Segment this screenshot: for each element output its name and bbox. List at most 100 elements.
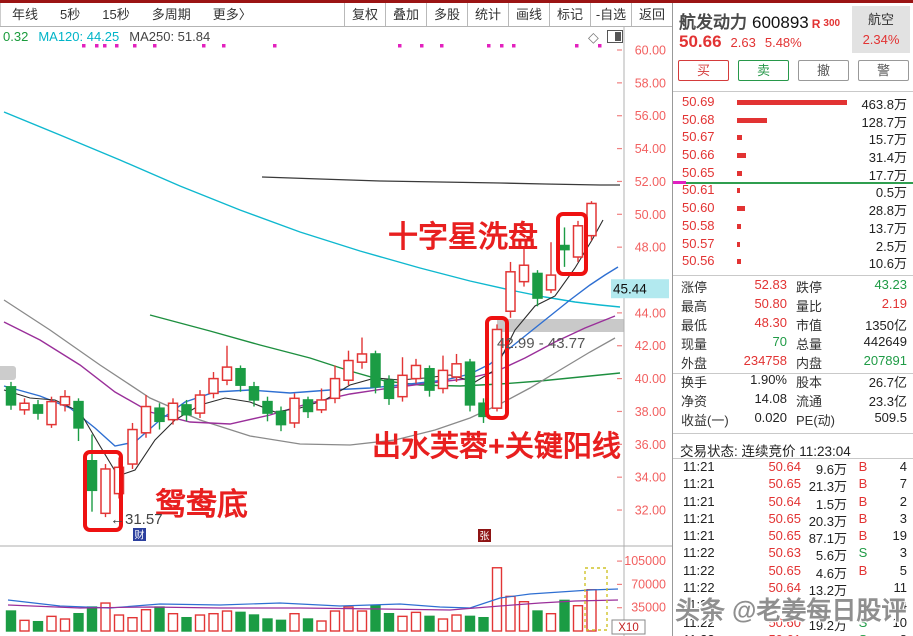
- order-book-row[interactable]: 50.69 463.8万: [673, 93, 913, 112]
- tick-row: 11:22 50.65 4.6万 B 5: [673, 563, 913, 581]
- tick-cell: 50.64: [768, 580, 801, 596]
- trade-button[interactable]: 撤: [798, 60, 849, 81]
- annotation-box: [556, 212, 588, 276]
- stock-header: 航发动力 600893 R 300 50.66 2.63 5.48% 航空 2.34%: [673, 3, 913, 57]
- tick-cell: 11:21: [683, 528, 715, 544]
- volume-bar: [208, 612, 219, 632]
- divider: [673, 433, 913, 434]
- prev-close-label: 45.44: [613, 282, 647, 297]
- order-book[interactable]: 50.69 463.8万 50.68 128.7万 50.67 15.7万 50.66 31.…: [673, 93, 913, 271]
- toolbar-item[interactable]: 年线: [12, 7, 39, 22]
- price-axis-label: 36.00: [635, 438, 666, 452]
- volume-bar: [140, 608, 152, 632]
- stats-cell: 量比: [796, 299, 823, 314]
- order-book-row[interactable]: 50.68 128.7万: [673, 111, 913, 130]
- book-volume-bar: [737, 259, 741, 265]
- tick-cell: 50.60: [768, 614, 801, 630]
- volume-bar: [532, 610, 543, 632]
- signal-dot: [95, 44, 99, 48]
- tick-row: 11:21 50.65 87.1万 B 19: [673, 528, 913, 546]
- tick-row: 11:22 50.64 13.2万 11: [673, 580, 913, 598]
- tick-cell: 11:22: [683, 614, 715, 630]
- volume-bar: [5, 610, 17, 632]
- toolbar-button[interactable]: -自选: [590, 3, 631, 26]
- tick-list[interactable]: 11:21 50.64 9.6万 B 4 11:21 50.65 21.3万 B 7 11:21 50…: [673, 459, 913, 636]
- toolbar-button[interactable]: 画线: [508, 3, 549, 26]
- toolbar-item[interactable]: 多周期: [151, 7, 191, 22]
- trade-button[interactable]: 卖: [738, 60, 789, 81]
- toolbar-button[interactable]: 多股: [426, 3, 467, 26]
- stats-row: 涨停 52.83 跌停 43.23: [673, 277, 913, 296]
- candle-body: [464, 361, 476, 406]
- order-book-row[interactable]: 50.60 28.8万: [673, 199, 913, 218]
- order-book-row[interactable]: 50.57 2.5万: [673, 235, 913, 254]
- price-axis-label: 42.00: [635, 339, 666, 353]
- left-edge-tab[interactable]: [0, 366, 16, 380]
- tick-cell: 50.65: [768, 528, 801, 544]
- toolbar-button[interactable]: 复权: [344, 3, 385, 26]
- stats-row: 换手 1.90% 股本 26.7亿: [673, 372, 913, 391]
- order-book-row[interactable]: 50.56 10.6万: [673, 252, 913, 271]
- event-marker[interactable]: [133, 528, 146, 541]
- book-price: 50.58: [682, 217, 715, 233]
- tick-cell: 21.3万: [808, 479, 847, 495]
- ma-line-MA-gray: [3, 299, 616, 446]
- volume-bar: [221, 610, 233, 632]
- candle-body: [167, 402, 179, 421]
- volume-bar: [235, 611, 246, 632]
- toolbar-button[interactable]: 叠加: [385, 3, 426, 26]
- order-book-row[interactable]: 50.67 15.7万: [673, 128, 913, 147]
- tick-cell: 4: [899, 459, 907, 474]
- toolbar-button[interactable]: 标记: [549, 3, 590, 26]
- tick-cell: S: [858, 545, 868, 561]
- stats-cell: 净资: [681, 394, 708, 409]
- order-book-row[interactable]: 50.66 31.4万: [673, 146, 913, 165]
- toolbar-item[interactable]: 15秒: [102, 7, 130, 22]
- tick-cell: 20.3万: [808, 513, 847, 529]
- tick-cell: 50.61: [768, 632, 801, 636]
- trade-button[interactable]: 警: [858, 60, 909, 81]
- volume-bar: [154, 606, 165, 632]
- book-volume-bar: [737, 206, 745, 212]
- price-axis-label: 56.00: [635, 109, 666, 123]
- chart-area[interactable]: 十字星洗盘 出水芙蓉+关键阳线 鸳鸯底 ←31.57 42.99 - 43.77 财 张 60…: [0, 27, 672, 636]
- candle-body: [289, 397, 300, 424]
- order-book-row[interactable]: 50.61 0.5万: [673, 181, 913, 200]
- volume-bar: [586, 589, 597, 632]
- tick-cell: 8: [900, 632, 907, 636]
- order-book-row[interactable]: 50.58 13.7万: [673, 217, 913, 236]
- stats-cell: 0.020: [754, 410, 787, 425]
- signal-dot: [598, 44, 602, 48]
- candle-body: [208, 377, 219, 395]
- price-axis-label: 54.00: [635, 142, 666, 156]
- event-marker[interactable]: [478, 529, 491, 542]
- stats-cell: 1350亿: [865, 318, 907, 333]
- volume-bar: [505, 595, 516, 632]
- volume-bar: [478, 616, 489, 632]
- toolbar-item[interactable]: 5秒: [60, 7, 81, 22]
- signal-dot: [512, 44, 516, 48]
- signal-dot: [82, 44, 86, 48]
- volume-bar: [167, 612, 179, 632]
- stats-cell: 内盘: [796, 356, 823, 371]
- toolbar-button[interactable]: 返回: [631, 3, 672, 26]
- trade-button[interactable]: 买: [678, 60, 729, 81]
- book-price: 50.56: [682, 253, 715, 269]
- order-book-row[interactable]: 50.65 17.7万: [673, 164, 913, 183]
- book-price: 50.66: [682, 147, 715, 163]
- diamond-icon[interactable]: ◇: [588, 29, 599, 45]
- toolbar-button[interactable]: 统计: [467, 3, 508, 26]
- ma-label: 0.32: [3, 29, 29, 44]
- ma-line-MA-blue: [3, 266, 619, 447]
- candle-body: [127, 428, 138, 465]
- volume-bar: [194, 614, 206, 632]
- tick-cell: 2: [899, 493, 907, 509]
- volume-bar: [113, 614, 125, 632]
- stats-cell: 市值: [796, 318, 823, 333]
- book-volume-bar: [737, 153, 746, 159]
- stats-row: 现量 70 总量 442649: [673, 334, 913, 353]
- sector-box[interactable]: 航空 2.34%: [852, 6, 910, 53]
- split-pane-icon[interactable]: [607, 30, 623, 43]
- toolbar-item[interactable]: 更多〉: [212, 7, 252, 22]
